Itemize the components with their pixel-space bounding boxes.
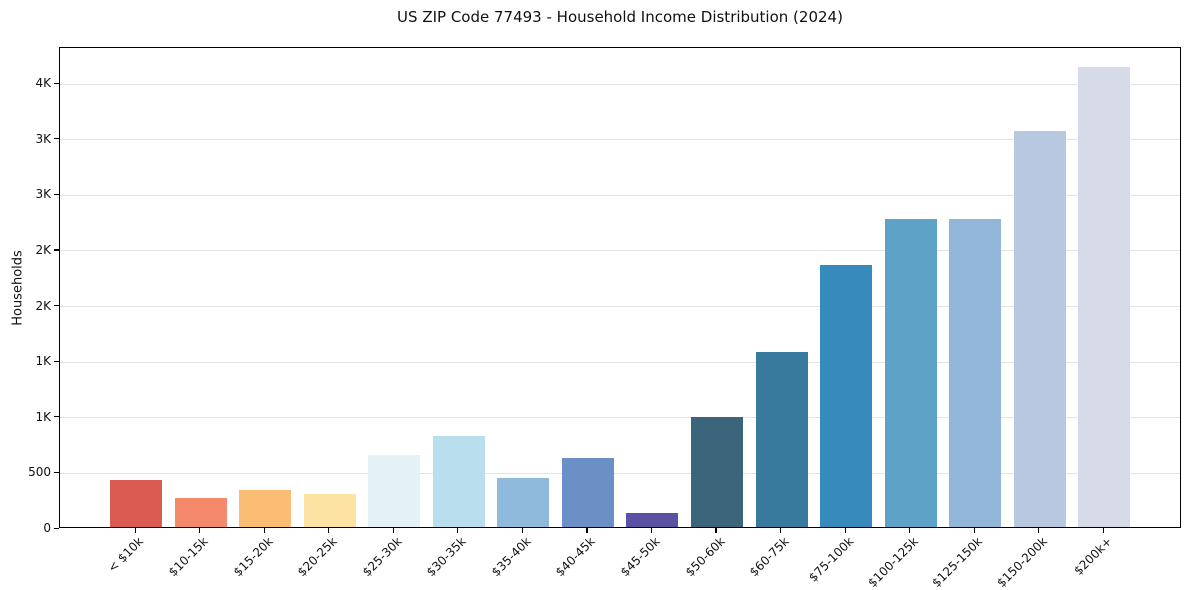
bar-100-125k xyxy=(884,218,937,527)
x-tick-mark xyxy=(973,528,975,533)
gridline xyxy=(60,472,1180,474)
x-tick-label: $125-150k xyxy=(929,534,986,590)
x-tick-label: $30-35k xyxy=(424,534,469,580)
bar-200k xyxy=(1078,66,1131,527)
y-tick-label: 3K xyxy=(35,187,51,202)
y-tick-mark xyxy=(54,360,59,362)
y-tick-mark xyxy=(54,249,59,251)
y-tick-label: 0 xyxy=(43,521,51,535)
bar-10k xyxy=(110,479,162,527)
x-tick-label: $150-200k xyxy=(994,534,1050,590)
y-tick-mark xyxy=(54,527,59,529)
x-tick-mark xyxy=(521,528,523,533)
x-tick-label: $200k+ xyxy=(1070,534,1115,578)
y-tick-label: 1K xyxy=(35,354,51,369)
x-tick-label: $35-40k xyxy=(488,534,534,580)
bar-45-50k xyxy=(626,513,679,527)
y-tick-mark xyxy=(54,82,59,84)
gridline xyxy=(60,194,1180,196)
x-tick-mark xyxy=(780,528,782,533)
x-tick-mark xyxy=(1038,528,1040,533)
x-tick-label: $100-125k xyxy=(865,534,921,590)
bar-60-75k xyxy=(755,352,808,527)
x-tick-label: $60-75k xyxy=(746,534,792,580)
x-tick-label: $45-50k xyxy=(617,534,663,580)
x-tick-mark xyxy=(909,528,911,533)
x-tick-label: $75-100k xyxy=(805,534,857,585)
plot-area xyxy=(59,47,1181,528)
gridline xyxy=(60,306,1180,308)
x-tick-mark xyxy=(457,528,459,533)
bar-75-100k xyxy=(820,265,873,527)
x-tick-label: $25-30k xyxy=(359,534,405,580)
gridline xyxy=(60,417,1180,419)
bar-125-150k xyxy=(949,218,1002,527)
y-tick-label: 2K xyxy=(35,298,51,313)
x-tick-mark xyxy=(586,528,588,533)
gridline xyxy=(60,83,1180,85)
x-tick-mark xyxy=(199,528,201,533)
y-tick-label: 500 xyxy=(28,465,51,480)
x-tick-mark xyxy=(328,528,330,533)
x-tick-mark xyxy=(134,528,136,533)
x-tick-label: $40-45k xyxy=(553,534,599,580)
bar-20-25k xyxy=(303,494,356,527)
bar-35-40k xyxy=(497,477,550,527)
bar-10-15k xyxy=(174,498,227,527)
y-axis-label: Households xyxy=(10,250,26,326)
bar-30-35k xyxy=(432,435,485,527)
x-tick-mark xyxy=(715,528,717,533)
y-tick-label: 2K xyxy=(35,242,51,257)
y-tick-mark xyxy=(54,471,59,474)
bar-15-20k xyxy=(239,489,292,527)
x-tick-label: $10-15k xyxy=(165,534,211,580)
x-tick-label: $15-20k xyxy=(230,534,276,580)
x-tick-mark xyxy=(263,528,265,533)
y-tick-mark xyxy=(54,416,59,418)
bar-150-200k xyxy=(1013,131,1066,527)
y-tick-label: 1K xyxy=(35,409,51,424)
y-tick-mark xyxy=(54,193,59,196)
bar-25-30k xyxy=(368,455,421,527)
y-tick-label: 4K xyxy=(35,76,51,91)
gridline xyxy=(60,139,1180,141)
x-tick-mark xyxy=(844,528,846,533)
x-tick-label: $20-25k xyxy=(294,534,340,580)
y-tick-label: 3K xyxy=(35,131,51,146)
gridline xyxy=(60,250,1180,252)
x-tick-label: $50-60k xyxy=(682,534,728,580)
y-tick-mark xyxy=(54,138,59,140)
gridline xyxy=(60,361,1180,363)
x-tick-label: < $10k xyxy=(105,534,147,576)
bar-50-60k xyxy=(690,416,743,527)
chart-title: US ZIP Code 77493 - Household Income Dis… xyxy=(397,8,843,26)
x-tick-mark xyxy=(1102,528,1104,533)
y-tick-mark xyxy=(54,305,59,307)
x-tick-mark xyxy=(392,528,394,533)
bar-40-45k xyxy=(561,457,614,527)
x-tick-mark xyxy=(650,528,653,533)
